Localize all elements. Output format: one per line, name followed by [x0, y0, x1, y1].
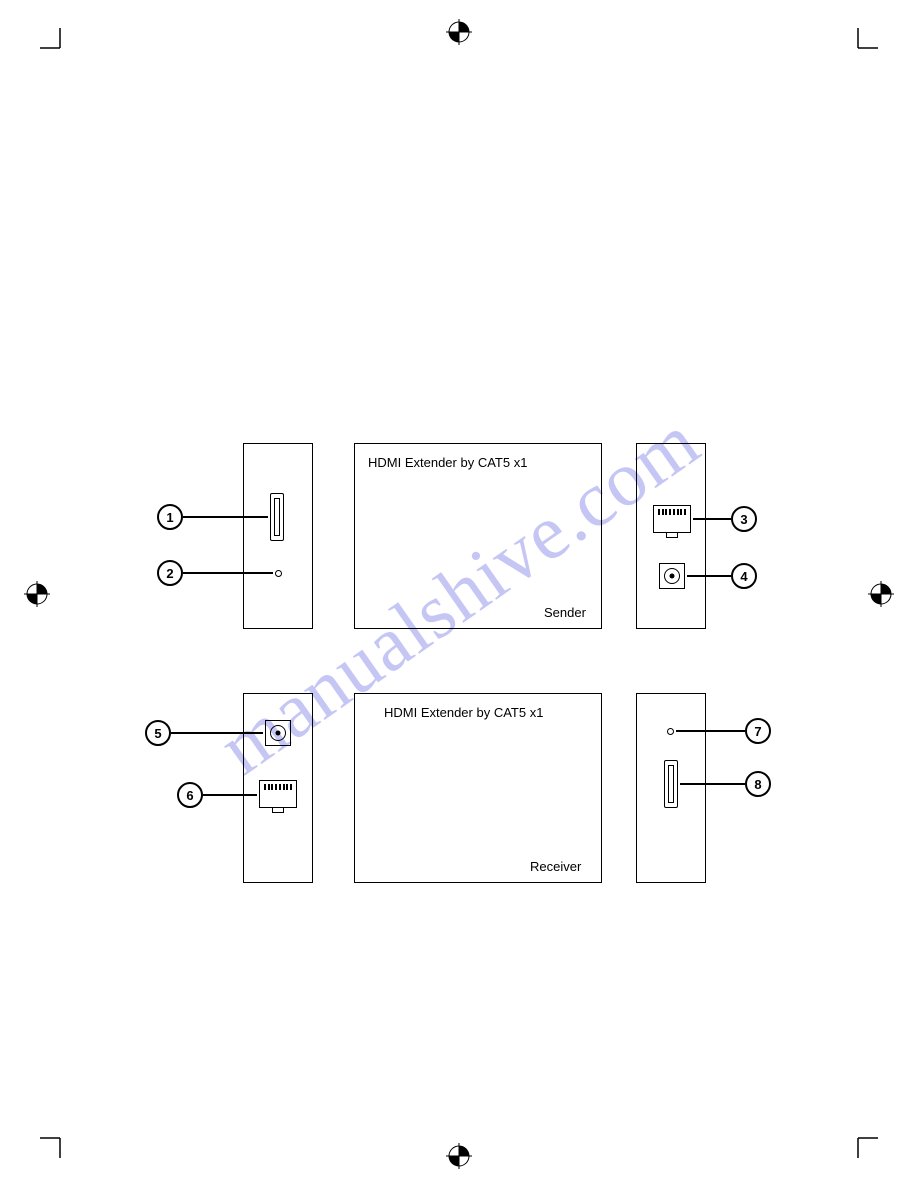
callout-line-3: [693, 518, 731, 520]
registration-mark-left: [24, 581, 50, 607]
sender-rj45-port: [653, 505, 691, 533]
callout-6: 6: [177, 782, 203, 808]
sender-role-label: Sender: [544, 605, 586, 620]
callout-4: 4: [731, 563, 757, 589]
crop-mark-tl: [40, 28, 80, 68]
receiver-led: [667, 728, 674, 735]
sender-dc-jack: [659, 563, 685, 589]
callout-7: 7: [745, 718, 771, 744]
registration-mark-bottom: [446, 1143, 472, 1169]
callout-line-6: [203, 794, 257, 796]
callout-1: 1: [157, 504, 183, 530]
receiver-top-view: [354, 693, 602, 883]
callout-line-8: [680, 783, 745, 785]
callout-8: 8: [745, 771, 771, 797]
callout-line-2: [183, 572, 273, 574]
callout-line-5: [171, 732, 263, 734]
callout-2: 2: [157, 560, 183, 586]
sender-led: [275, 570, 282, 577]
callout-line-1: [183, 516, 268, 518]
receiver-hdmi-port: [664, 760, 678, 808]
sender-top-view: [354, 443, 602, 629]
sender-title: HDMI Extender by CAT5 x1: [368, 455, 527, 470]
receiver-title: HDMI Extender by CAT5 x1: [384, 705, 543, 720]
callout-5: 5: [145, 720, 171, 746]
crop-mark-tr: [838, 28, 878, 68]
sender-hdmi-port: [270, 493, 284, 541]
crop-mark-br: [838, 1118, 878, 1158]
crop-mark-bl: [40, 1118, 80, 1158]
callout-line-7: [676, 730, 745, 732]
registration-mark-top: [446, 19, 472, 45]
callout-3: 3: [731, 506, 757, 532]
callout-line-4: [687, 575, 731, 577]
registration-mark-right: [868, 581, 894, 607]
receiver-role-label: Receiver: [530, 859, 581, 874]
receiver-dc-jack: [265, 720, 291, 746]
receiver-rj45-port: [259, 780, 297, 808]
